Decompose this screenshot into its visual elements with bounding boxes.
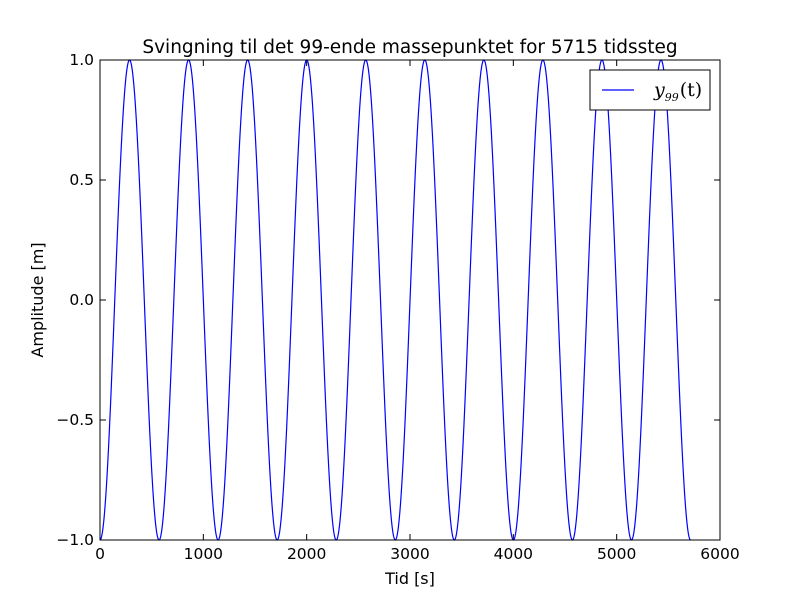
x-tick-label: 1000 [184,545,223,563]
x-axis-label: Tid [s] [384,569,435,588]
legend: y99(t) [589,69,711,111]
legend-label-args: (t) [680,79,702,101]
y-tick-label: 1.0 [69,51,94,69]
x-tick-label: 3000 [390,545,429,563]
y-tick-label: 0.0 [69,291,94,309]
x-tick-label: 4000 [494,545,533,563]
y-axis-label: Amplitude [m] [28,242,47,357]
legend-label-subscript: 99 [665,91,679,104]
plot-frame [99,59,721,541]
y-tick-label: −0.5 [56,411,94,429]
y-tick-label: −1.0 [56,531,94,549]
y-tick-label: 0.5 [69,171,94,189]
x-tick-label: 0 [95,545,105,563]
chart-title: Svingning til det 99-ende massepunktet f… [142,37,677,58]
x-tick-label: 5000 [597,545,636,563]
x-tick-label: 6000 [700,545,739,563]
ticks: 0 1000 2000 3000 4000 5000 6000 −1.0 −0.5 0.0 0.5 1… [56,51,739,563]
x-tick-label: 2000 [287,545,326,563]
legend-entry-label: y99(t) [653,79,702,104]
legend-label-base: y [653,79,665,101]
